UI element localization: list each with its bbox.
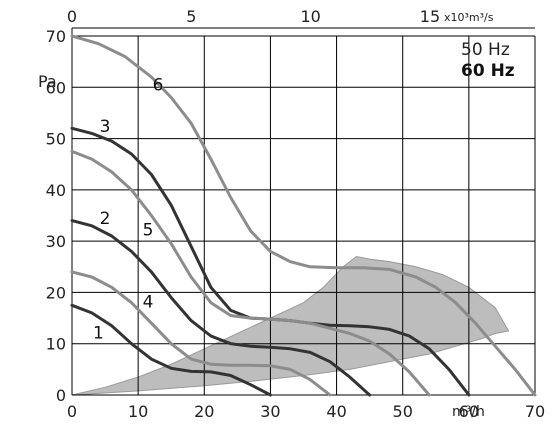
curve-label-3: 3: [100, 117, 111, 137]
legend-60hz: 60 Hz: [461, 61, 515, 81]
x-top-axis-label: x10³m³/s: [444, 11, 494, 24]
curve-5: [70, 149, 431, 397]
operating-region-layer: [71, 255, 510, 396]
curve-label-6: 6: [153, 76, 164, 96]
x-tick-label: 50: [393, 402, 413, 421]
x-top-tick-label: 0: [67, 7, 77, 26]
legend-50hz: 50 Hz: [461, 40, 510, 60]
x-top-tick-label: 15: [420, 7, 440, 26]
x-tick-label: 10: [128, 402, 148, 421]
operating-region: [71, 255, 510, 396]
y-tick-label: 60: [46, 78, 66, 97]
y-tick-label: 20: [46, 283, 66, 302]
curve-4: [70, 270, 332, 397]
curve-label-4: 4: [143, 293, 154, 313]
x-axis-label: m³/h: [452, 404, 485, 420]
curve-label-layer: 1 2 3 4 5 6: [93, 76, 163, 344]
y-axis-label: Pa: [38, 72, 57, 91]
y-tick-label: 0: [56, 386, 66, 405]
x-tick-label: 60: [459, 402, 479, 421]
x-top-tick-label: 5: [186, 7, 196, 26]
y-tick-label: 10: [46, 335, 66, 354]
curve-layer: [70, 34, 537, 397]
x-tick-label: 40: [326, 402, 346, 421]
x-tick-label: 70: [525, 402, 545, 421]
x-tick-label: 20: [194, 402, 214, 421]
x-top-tick-label: 10: [300, 7, 320, 26]
curve-1: [70, 303, 272, 397]
y-tick-label: 40: [46, 181, 66, 200]
curve-label-2: 2: [100, 209, 111, 229]
curve-label-5: 5: [143, 220, 154, 240]
x-tick-label: 0: [67, 402, 77, 421]
y-tick-label: 30: [46, 232, 66, 251]
curve-6: [70, 34, 537, 397]
y-tick-label: 70: [46, 27, 66, 46]
curve-2: [70, 219, 372, 397]
x-tick-label: 30: [260, 402, 280, 421]
curve-label-1: 1: [93, 323, 104, 343]
y-tick-label: 50: [46, 130, 66, 149]
